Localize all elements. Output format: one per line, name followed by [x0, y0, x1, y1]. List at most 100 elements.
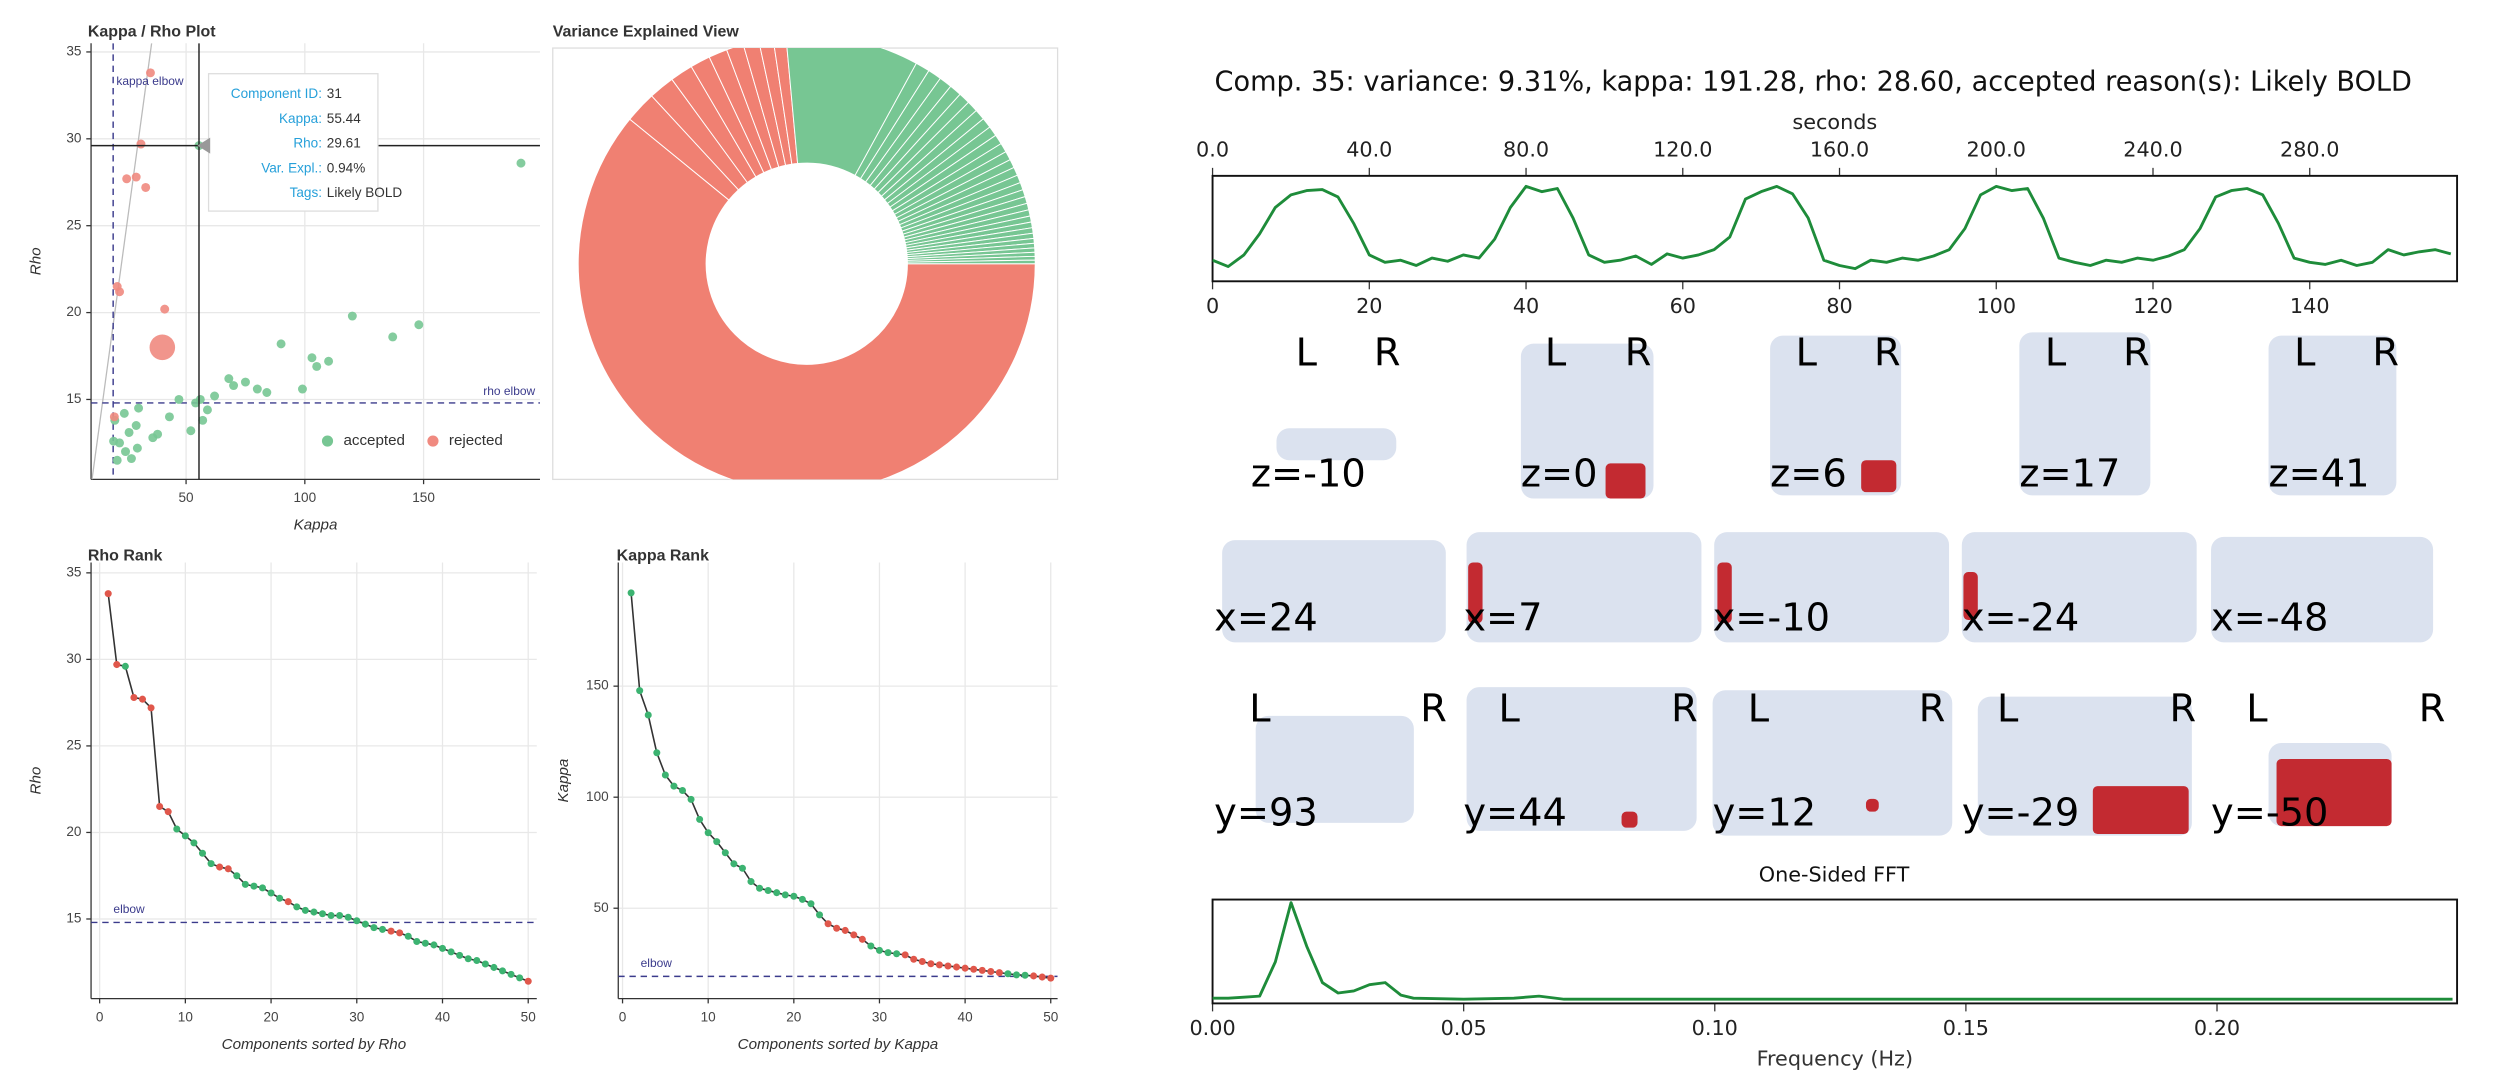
- x2-tick-label: 120.0: [1653, 137, 1712, 161]
- tooltip-value: Likely BOLD: [327, 185, 403, 200]
- x-tick-label: 30: [349, 1009, 365, 1024]
- point: [113, 661, 120, 668]
- x-tick-label: 40: [435, 1009, 451, 1024]
- point: [927, 960, 934, 967]
- point: [345, 914, 352, 921]
- chart-title: Variance Explained View: [553, 23, 740, 40]
- point: [747, 878, 754, 885]
- point: [328, 912, 335, 919]
- point: [807, 900, 814, 907]
- point: [208, 860, 215, 867]
- point: [362, 921, 369, 928]
- point: [127, 454, 136, 463]
- point: [121, 447, 130, 456]
- x-axis-label: Frequency (Hz): [1757, 1046, 1913, 1070]
- x-tick-label: 0.15: [1943, 1016, 1989, 1040]
- y-tick-label: 150: [586, 678, 609, 693]
- orientation-right: R: [1671, 687, 1698, 732]
- orientation-left: L: [2045, 330, 2067, 375]
- activation-blob: [1861, 460, 1896, 492]
- orientation-left: L: [1296, 330, 1318, 375]
- highlight-point: [150, 335, 176, 361]
- point: [1013, 971, 1020, 978]
- point: [525, 978, 532, 985]
- orientation-right: R: [1874, 330, 1901, 375]
- x2-tick-label: 40.0: [1346, 137, 1392, 161]
- point: [705, 829, 712, 836]
- orientation-left: L: [1499, 687, 1521, 732]
- x-tick-label: 0.10: [1692, 1016, 1738, 1040]
- elbow-label: kappa elbow: [116, 74, 184, 88]
- tooltip-value: 0.94%: [327, 160, 365, 175]
- point: [148, 433, 157, 442]
- point: [756, 885, 763, 892]
- point: [148, 704, 155, 711]
- point: [465, 955, 472, 962]
- point: [730, 860, 737, 867]
- point: [696, 816, 703, 823]
- y-tick-label: 15: [66, 911, 81, 926]
- point: [1030, 972, 1037, 979]
- point: [293, 903, 300, 910]
- x-tick-label: 0.05: [1441, 1016, 1487, 1040]
- point: [996, 969, 1003, 976]
- point: [765, 887, 772, 894]
- x-tick-label: 50: [521, 1009, 537, 1024]
- point: [120, 409, 129, 418]
- y-tick-label: 100: [586, 789, 609, 804]
- x2-tick-label: 80.0: [1503, 137, 1549, 161]
- orientation-right: R: [2123, 330, 2150, 375]
- x-tick-label: 30: [872, 1009, 888, 1024]
- y-tick-label: 20: [66, 824, 82, 839]
- x2-tick-label: 0.0: [1196, 137, 1229, 161]
- y-tick-label: 30: [66, 651, 82, 666]
- x-tick-label: 60: [1670, 294, 1696, 318]
- x2-tick-label: 280.0: [2280, 137, 2339, 161]
- point: [1022, 972, 1029, 979]
- point: [216, 864, 223, 871]
- point: [122, 663, 129, 670]
- x-tick-label: 50: [179, 490, 195, 505]
- point: [105, 590, 112, 597]
- point: [1047, 975, 1054, 982]
- x2-tick-label: 200.0: [1967, 137, 2026, 161]
- point: [203, 405, 212, 414]
- point: [859, 936, 866, 943]
- point: [953, 964, 960, 971]
- chart-title: Comp. 35: variance: 9.31%, kappa: 191.28…: [1215, 67, 2412, 98]
- point: [833, 925, 840, 932]
- point: [110, 412, 119, 421]
- point: [405, 933, 412, 940]
- point: [253, 385, 262, 394]
- point: [936, 961, 943, 968]
- x-tick-label: 100: [1976, 294, 2016, 318]
- point: [422, 940, 429, 947]
- orientation-left: L: [2246, 687, 2268, 732]
- point: [439, 945, 446, 952]
- slice-label: x=-24: [1962, 595, 2079, 640]
- point: [979, 967, 986, 974]
- tooltip-value: 29.61: [327, 136, 361, 151]
- point: [490, 964, 497, 971]
- point: [109, 437, 118, 446]
- chart-title: One-Sided FFT: [1759, 863, 1910, 887]
- x-tick-label: 0.00: [1189, 1016, 1235, 1040]
- point: [336, 912, 343, 919]
- point: [113, 282, 122, 291]
- x-axis-label: Components sorted by Kappa: [738, 1036, 939, 1053]
- point: [636, 687, 643, 694]
- slice-label: x=24: [1214, 595, 1318, 640]
- point: [739, 865, 746, 872]
- orientation-right: R: [1919, 687, 1946, 732]
- point: [125, 428, 134, 437]
- x-tick-label: 20: [1356, 294, 1382, 318]
- point: [919, 958, 926, 965]
- point: [722, 849, 729, 856]
- point: [790, 893, 797, 900]
- point: [353, 917, 360, 924]
- x-tick-label: 120: [2133, 294, 2173, 318]
- point: [134, 404, 143, 413]
- point: [850, 931, 857, 938]
- point: [508, 971, 515, 978]
- tooltip-label: Tags:: [290, 185, 322, 200]
